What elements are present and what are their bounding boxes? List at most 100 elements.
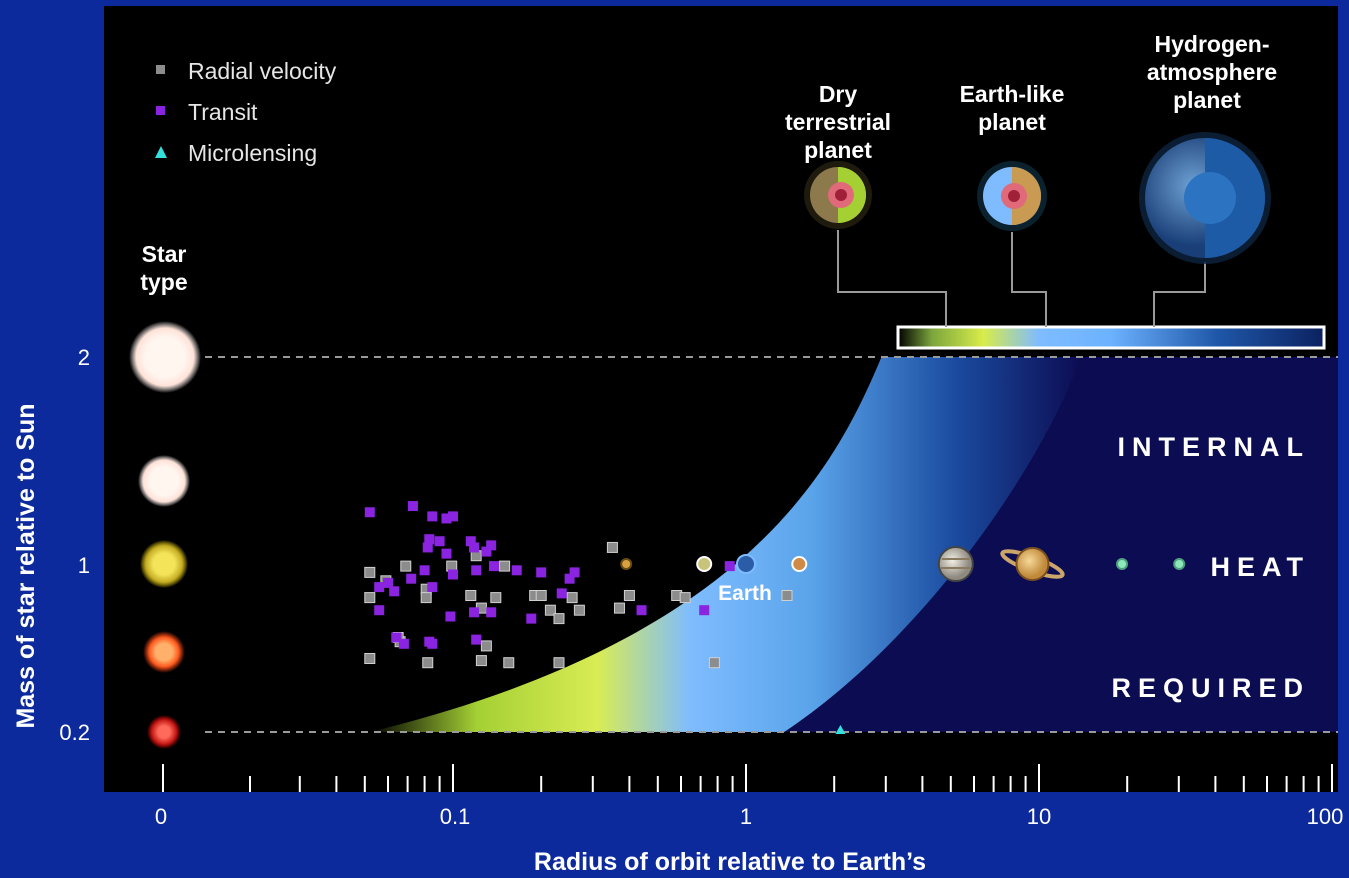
transit-point	[469, 542, 480, 553]
uranus-planet	[1116, 558, 1129, 570]
radial-velocity-point	[503, 657, 515, 669]
transit-point	[448, 569, 458, 580]
transit-point	[699, 605, 710, 616]
transit-point	[445, 611, 456, 622]
y-tick-0-2: 0.2	[59, 720, 90, 745]
radial-velocity-point	[465, 590, 477, 601]
star-marker-1	[140, 540, 188, 588]
radial-velocity-point	[553, 657, 565, 669]
transit-point	[364, 507, 375, 518]
solar-system-planets	[620, 546, 1186, 582]
radial-velocity-point	[623, 590, 635, 601]
radial-velocity-point	[708, 657, 720, 669]
transit-point	[486, 540, 497, 551]
mercury-planet	[620, 558, 633, 570]
dry-connector	[837, 230, 947, 327]
transit-point	[481, 546, 492, 557]
radial-velocity-point	[553, 613, 565, 625]
earthlike-connector	[1011, 232, 1047, 327]
radial-velocity-point	[475, 655, 487, 667]
radial-velocity-point	[499, 560, 511, 572]
transit-point	[398, 638, 409, 649]
transit-point	[636, 605, 647, 616]
venus-planet	[696, 556, 713, 572]
radial-velocity-point	[613, 602, 625, 614]
y-tick-2: 2	[78, 345, 90, 370]
radial-velocity-point	[606, 541, 618, 553]
earthlike-planet-icon	[977, 161, 1047, 231]
legend-transit: Transit	[188, 99, 258, 125]
transit-point	[427, 582, 438, 593]
transit-point	[511, 565, 522, 576]
x-axis-title: Radius of orbit relative to Earth’s	[534, 848, 926, 876]
transit-point	[434, 536, 445, 547]
transit-point	[374, 605, 385, 616]
planet-type-color-key	[896, 325, 1326, 350]
star-type-label: Star type	[140, 241, 187, 295]
transit-point	[488, 561, 499, 572]
transit-point	[465, 536, 476, 547]
transit-point	[419, 565, 430, 576]
transit-point	[374, 582, 385, 593]
x-tick-0-1: 0.1	[440, 804, 471, 829]
transit-point	[391, 632, 402, 643]
transit-point	[471, 565, 482, 576]
saturn-planet	[1015, 547, 1050, 581]
radial-velocity-point	[364, 592, 376, 604]
x-tick-0: 0	[155, 804, 167, 829]
star-marker-2	[129, 321, 201, 393]
planet-type-band	[369, 357, 1082, 732]
dry-planet-label: Dry terrestrial planet	[785, 81, 891, 163]
y-tick-1: 1	[78, 553, 90, 578]
microlensing-point	[835, 725, 846, 734]
radial-velocity-point	[420, 592, 432, 604]
legend-transit-marker	[156, 106, 165, 115]
earthlike-planet-label: Earth-like planet	[960, 81, 1065, 135]
neptune-planet	[1173, 558, 1186, 570]
radial-velocity-point	[480, 640, 492, 652]
radial-velocity-point	[422, 657, 434, 669]
transit-point	[427, 511, 438, 522]
star-marker-0-2	[147, 715, 181, 749]
legend-radial-velocity-marker	[156, 65, 165, 74]
transit-point	[407, 501, 418, 512]
transit-point	[448, 511, 458, 522]
earth-label: Earth	[718, 582, 772, 605]
transit-point	[486, 607, 497, 618]
transit-point	[382, 577, 393, 588]
radial-velocity-point	[781, 590, 793, 601]
legend-microlensing-marker	[155, 146, 167, 158]
radial-velocity-point	[364, 653, 376, 664]
radial-velocity-point	[573, 604, 585, 616]
x-tick-100: 100	[1307, 804, 1344, 829]
mars-planet	[791, 556, 808, 572]
radial-velocity-point	[566, 592, 578, 604]
transit-point	[526, 613, 537, 624]
star-marker-1-5	[138, 455, 190, 507]
transit-point	[556, 588, 567, 599]
jupiter-planet	[937, 546, 974, 582]
data-points	[364, 501, 846, 734]
legend-radial-velocity: Radial velocity	[188, 58, 337, 84]
internal-heat-region	[784, 357, 1338, 732]
transit-point	[536, 567, 547, 578]
region-text-required: REQUIRED	[1111, 673, 1310, 703]
legend-microlensing: Microlensing	[188, 140, 317, 166]
transit-point	[471, 634, 482, 645]
transit-point	[422, 542, 433, 553]
transit-point	[569, 567, 580, 578]
transit-point	[564, 573, 575, 584]
earth-planet	[736, 554, 756, 574]
transit-point	[389, 586, 400, 597]
region-text-internal: INTERNAL	[1118, 432, 1311, 462]
hydrogen-planet-label: Hydrogen-atmosphere planet	[1147, 31, 1277, 113]
radial-velocity-point	[364, 566, 376, 578]
x-tick-1: 1	[740, 804, 752, 829]
hydrogen-planet-icon	[1139, 132, 1271, 264]
x-tick-10: 10	[1027, 804, 1051, 829]
region-text-heat: HEAT	[1211, 552, 1311, 582]
transit-point	[424, 534, 435, 545]
transit-point	[427, 638, 438, 649]
